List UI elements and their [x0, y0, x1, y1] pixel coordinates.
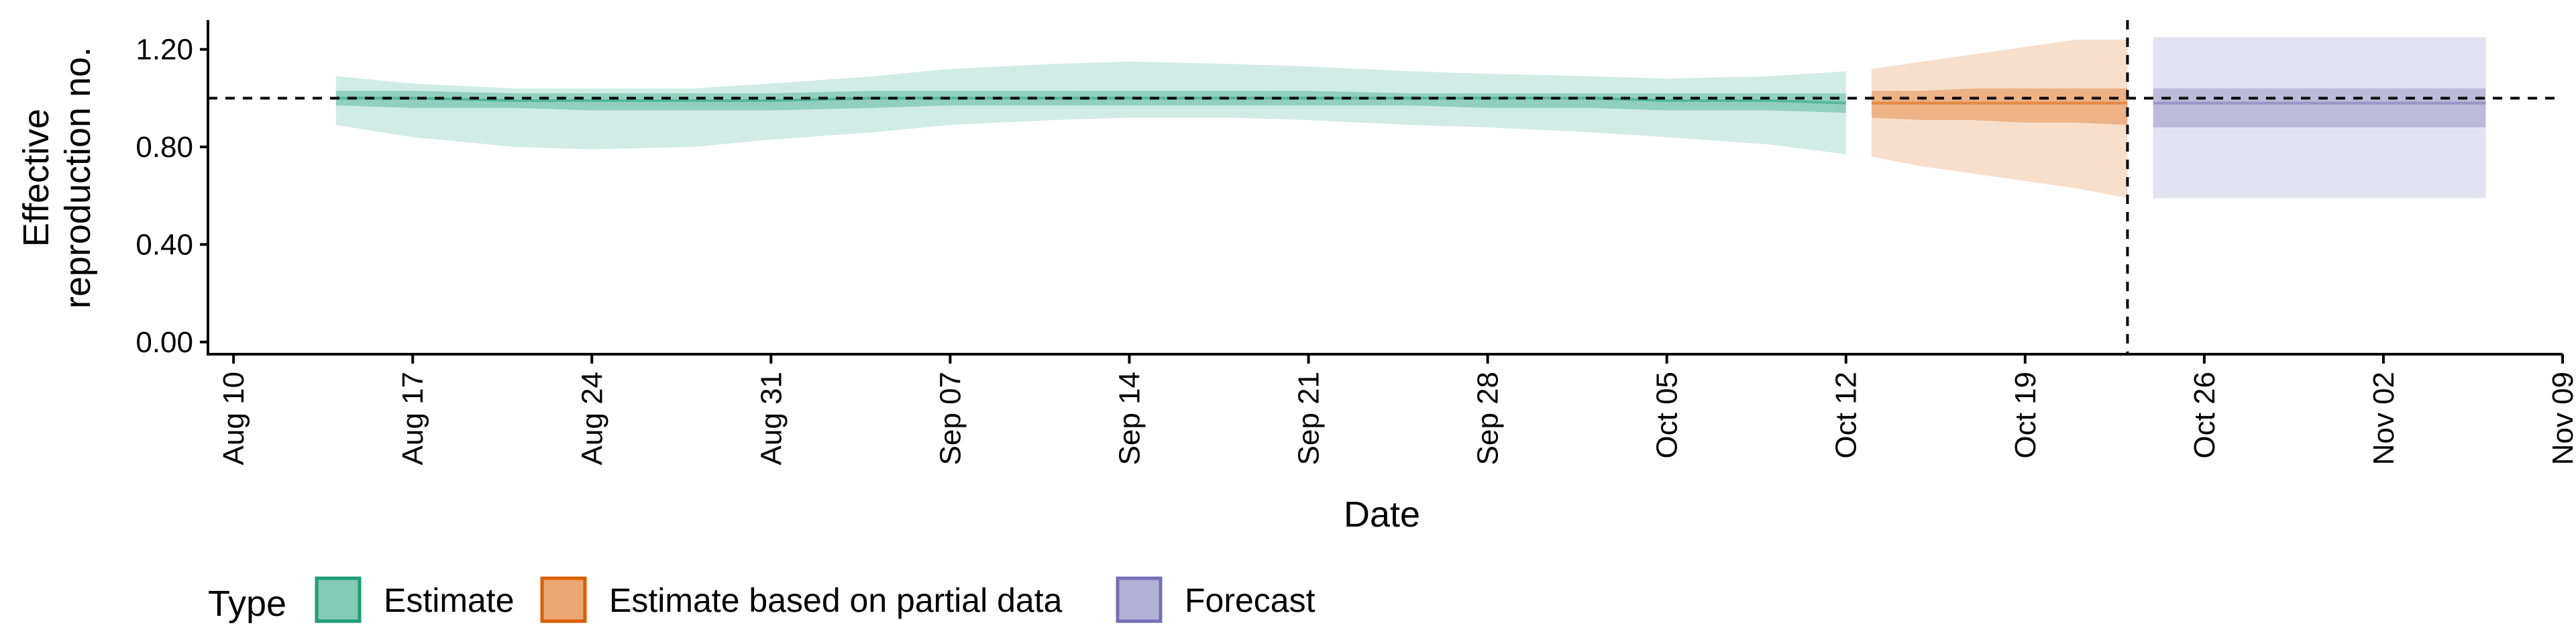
x-tick-label: Oct 19 — [2009, 372, 2042, 459]
reference-lines — [208, 20, 2563, 354]
legend-label: Estimate — [384, 582, 515, 619]
legend-title: Type — [208, 584, 286, 624]
x-tick-label: Aug 10 — [217, 372, 250, 465]
x-tick-label: Nov 02 — [2367, 372, 2400, 465]
x-axis-title: Date — [1344, 494, 1420, 535]
tick-labels: 0.00 0.40 0.80 1.20 Aug 10 Aug 17 Aug 24 Aug 31… — [136, 34, 2576, 466]
x-tick-label: Oct 26 — [2188, 372, 2221, 459]
estimate-based-on-partial-data-band-90 — [1871, 40, 2128, 199]
uncertainty-bands — [335, 37, 2486, 199]
legend-key-estimate-based-on-partial-data — [540, 576, 587, 623]
forecast-band-50 — [2153, 88, 2486, 127]
y-tick-label: 0.40 — [136, 228, 193, 261]
estimate-band-50 — [335, 91, 1846, 113]
legend-key-estimate — [315, 576, 362, 623]
x-tick-label: Aug 17 — [396, 372, 429, 465]
legend-label: Forecast — [1185, 582, 1316, 619]
legend-key-forecast — [1116, 576, 1163, 623]
x-tick-label: Nov 09 — [2546, 372, 2576, 465]
estimate-median-line — [335, 97, 1846, 105]
y-axis-title-line1: Effective — [16, 109, 56, 247]
x-tick-label: Sep 21 — [1293, 372, 1326, 465]
legend-label: Estimate based on partial data — [609, 582, 1063, 619]
x-tick-label: Sep 07 — [934, 372, 967, 465]
estimate-band-90 — [335, 61, 1846, 154]
x-tick-label: Oct 05 — [1651, 372, 1684, 459]
legend: Type Estimate Estimate based on partial d… — [208, 576, 1316, 624]
y-tick-label: 1.20 — [136, 34, 193, 66]
x-tick-label: Aug 24 — [576, 372, 608, 465]
x-tick-label: Sep 14 — [1114, 372, 1146, 465]
y-tick-label: 0.80 — [136, 131, 193, 164]
y-tick-label: 0.00 — [136, 326, 193, 359]
axes — [207, 20, 2563, 356]
y-axis-title-line2: reproduction no. — [58, 47, 98, 309]
x-tick-label: Sep 28 — [1472, 372, 1505, 465]
x-tick-label: Oct 12 — [1830, 372, 1863, 459]
forecast-band-90 — [2153, 37, 2486, 199]
x-tick-label: Aug 31 — [755, 372, 788, 465]
